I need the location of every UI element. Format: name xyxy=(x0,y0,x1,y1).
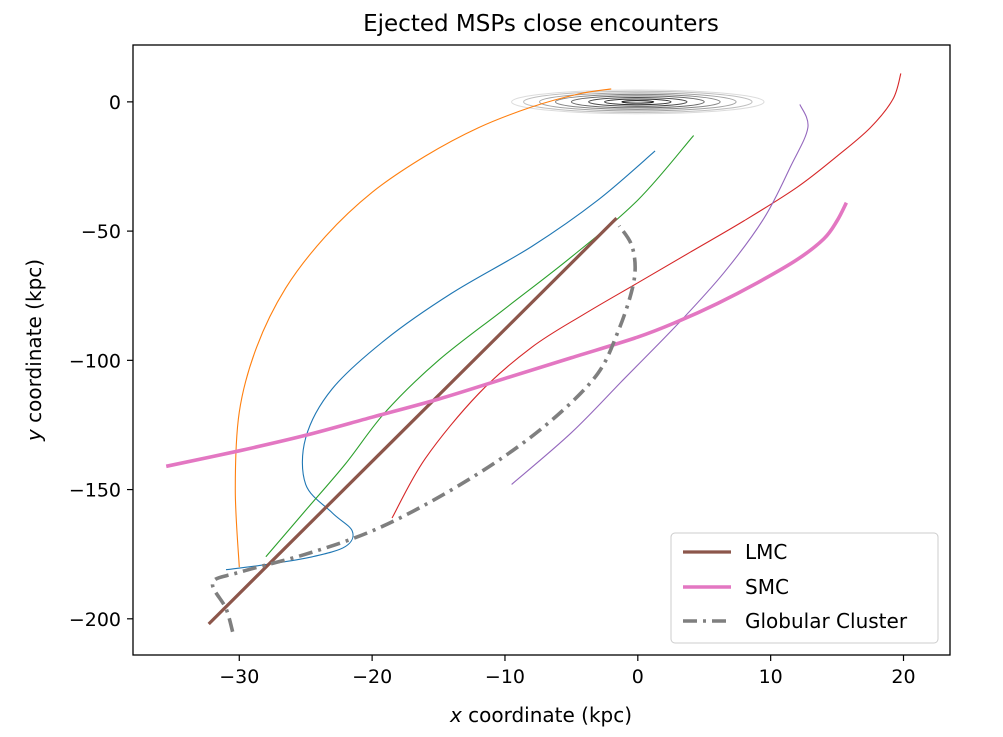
legend-label-lmc: LMC xyxy=(745,540,787,564)
legend-label-globular-cluster: Globular Cluster xyxy=(745,609,908,633)
x-tick-label: 10 xyxy=(759,666,783,688)
galaxy-contour xyxy=(570,95,705,109)
x-tick-label: −10 xyxy=(485,666,525,688)
x-axis-label: x coordinate (kpc) xyxy=(449,703,632,727)
y-axis-label-variable: y xyxy=(22,428,46,442)
galaxy-contour xyxy=(604,98,672,106)
series-lmc xyxy=(207,217,618,626)
trajectory-line-3 xyxy=(225,150,656,571)
legend-box xyxy=(670,532,939,644)
galaxy-contour xyxy=(588,96,688,107)
trajectory-line-4 xyxy=(234,88,612,568)
x-tick-label: −30 xyxy=(219,666,259,688)
trajectory-line-5 xyxy=(265,135,695,558)
y-axis-label-text: coordinate (kpc) xyxy=(22,259,46,429)
galaxy-contour xyxy=(621,100,655,104)
trajectory-line-7 xyxy=(511,104,809,485)
x-tick-label: 20 xyxy=(891,666,915,688)
series-globular-cluster xyxy=(210,224,637,633)
chart-title: Ejected MSPs close encounters xyxy=(363,11,719,37)
galaxy-contour xyxy=(511,89,765,115)
y-axis-label: y coordinate (kpc) xyxy=(22,259,46,442)
x-axis: −30 −20 −10 0 10 20 xyxy=(219,655,916,688)
x-tick-label: −20 xyxy=(352,666,392,688)
x-tick-label: 0 xyxy=(632,666,644,688)
y-tick-label: −150 xyxy=(69,480,121,502)
y-axis: 0 −50 −100 −150 −200 xyxy=(69,92,133,631)
axes-frame xyxy=(132,44,951,656)
series-smc xyxy=(165,201,848,469)
legend-label-smc: SMC xyxy=(745,575,789,599)
y-tick-label: −100 xyxy=(69,350,121,372)
trajectory-line-6 xyxy=(391,73,902,519)
x-axis-label-text: coordinate (kpc) xyxy=(462,703,632,727)
y-tick-label: −50 xyxy=(81,221,121,243)
plot-area xyxy=(165,73,902,633)
galaxy-contour xyxy=(554,93,721,110)
y-tick-label: 0 xyxy=(109,92,121,114)
x-axis-label-variable: x xyxy=(449,703,462,727)
galaxy-contour xyxy=(539,92,737,112)
galaxy-contour xyxy=(523,90,753,113)
y-tick-label: −200 xyxy=(69,609,121,631)
legend: LMC SMC Globular Cluster xyxy=(670,532,939,644)
